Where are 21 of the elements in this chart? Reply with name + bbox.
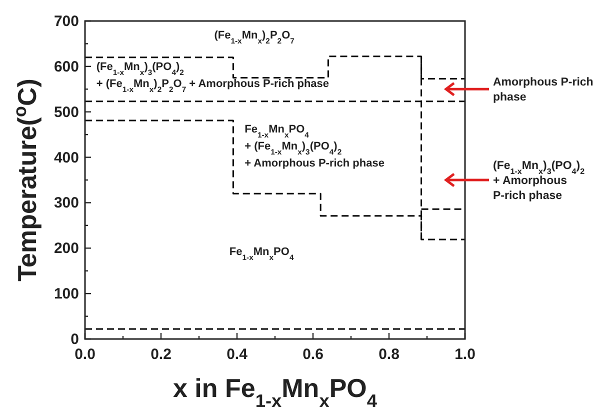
- text: (Fe$_{1-x}$Mn$_{x}$)$_{3}$(PO$_{4}$)$_{2}$ + (Fe$_{1-x}$Mn$_{x}$)$_{2}$P$_{2}$O$_{7}$ + Amorphous P-rich phase: [96, 61, 330, 94]
- y-tick-label: 700: [54, 13, 79, 30]
- annotation: Fe$_{1-x}$Mn$_{x}$PO$_{4}$: [229, 246, 294, 262]
- text: (Fe$_{1-x}$Mn$_{x}$)$_{3}$(PO$_{4}$)$_{2}$ + Amorphous P-rich phase: [493, 160, 585, 202]
- y-tick-label: 300: [54, 194, 79, 212]
- x-tick-label: 0.2: [150, 346, 172, 363]
- text: Amorphous P-rich phase: [493, 76, 594, 104]
- text: Fe$_{1-x}$Mn$_{x}$PO$_{4}$ + (Fe$_{1-x}$Mn$_{x}$)$_{3}$(PO$_{4}$)$_{2}$ + Amorphous P-rich phase: [244, 123, 384, 170]
- y-tick-label: 600: [54, 58, 79, 76]
- x-tick-label: 0.4: [226, 346, 248, 363]
- y-tick-label: 0: [70, 331, 79, 348]
- x-tick-label: 0.0: [74, 346, 96, 363]
- x-tick-label: 0.8: [378, 346, 400, 363]
- x-tick-label: 1.0: [454, 346, 476, 363]
- x-axis-title: x in Fe$_{1-x}$Mn$_{x}$PO$_{4}$: [172, 373, 378, 407]
- y-tick-label: 500: [54, 104, 79, 121]
- text: (Fe$_{1-x}$Mn$_{x}$)$_{2}$P$_{2}$O$_{7}$: [214, 29, 294, 45]
- x-tick-label: 0.6: [302, 346, 324, 363]
- y-tick-label: 100: [54, 286, 79, 303]
- y-tick-label: 400: [54, 149, 79, 166]
- y-tick-label: 200: [54, 240, 79, 258]
